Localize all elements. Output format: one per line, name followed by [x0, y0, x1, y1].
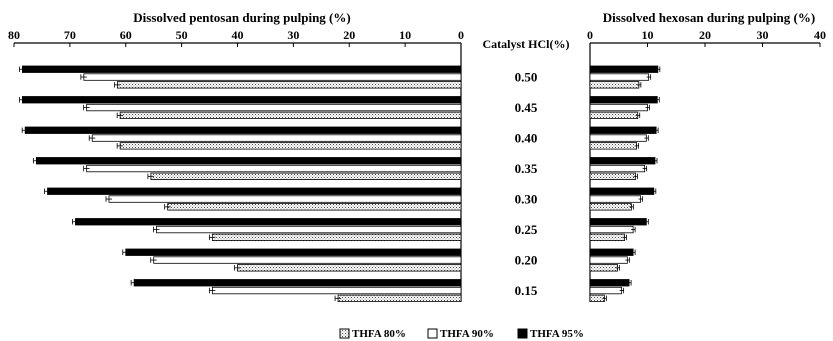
hexosan-bar — [589, 157, 656, 165]
hexosan-bar — [589, 187, 655, 195]
pentosan-chart: 80 70 60 50 40 30 20 10 0 — [8, 28, 464, 303]
hexosan-bar — [589, 65, 659, 73]
category-label: 0.15 — [515, 283, 538, 298]
pentosan-bar — [21, 96, 462, 104]
hexosan-tick-label: 10 — [642, 28, 654, 42]
pentosan-bar — [119, 111, 462, 119]
category-axis-label: Catalyst HCl(%) — [483, 37, 570, 51]
pentosan-bar — [237, 264, 462, 272]
hexosan-bar — [589, 81, 640, 89]
pentosan-bar — [211, 286, 462, 295]
pentosan-bar — [108, 195, 462, 203]
legend-swatch-thfa95 — [517, 328, 528, 339]
pentosan-bar — [167, 203, 462, 211]
pentosan-tick-label: 10 — [399, 28, 411, 42]
pentosan-tick-label: 50 — [176, 28, 188, 42]
hexosan-tick-label: 40 — [814, 28, 826, 42]
pentosan-bar — [119, 142, 462, 150]
pentosan-bar — [125, 248, 462, 256]
hexosan-bar — [589, 294, 605, 303]
hexosan-tick-label: 0 — [587, 28, 593, 42]
hexosan-bar — [589, 126, 657, 134]
pentosan-tick-label: 70 — [64, 28, 76, 42]
pentosan-bar — [86, 103, 462, 112]
pentosan-tick-label: 80 — [8, 28, 20, 42]
pentosan-tick-label: 60 — [120, 28, 132, 42]
hexosan-bar — [589, 164, 646, 173]
pentosan-bar — [86, 164, 462, 173]
hexosan-chart: 0 10 20 30 40 — [587, 28, 826, 303]
pentosan-tick-label: 20 — [343, 28, 355, 42]
hexosan-bar — [589, 225, 634, 234]
pentosan-tick-label: 0 — [458, 28, 464, 42]
pentosan-bar — [153, 256, 462, 264]
category-label: 0.20 — [515, 253, 538, 268]
legend-label-thfa90: THFA 90% — [440, 328, 494, 340]
hexosan-bar — [589, 233, 625, 242]
hexosan-bar — [589, 111, 639, 119]
legend-label-thfa95: THFA 95% — [530, 328, 584, 340]
pentosan-bar — [337, 294, 462, 303]
pentosan-tick-label: 40 — [232, 28, 244, 42]
hexosan-bar — [589, 248, 634, 256]
pentosan-bar — [156, 225, 462, 234]
legend-swatch-thfa90 — [427, 328, 438, 339]
hexosan-bar — [589, 142, 637, 150]
category-label: 0.30 — [515, 192, 538, 207]
hexosan-bar — [589, 218, 647, 226]
pentosan-bar — [75, 218, 462, 226]
hexosan-bar — [589, 264, 619, 272]
hexosan-bar — [589, 172, 636, 181]
hexosan-bar — [589, 103, 648, 112]
pentosan-bar — [150, 172, 462, 181]
category-label: 0.25 — [515, 222, 538, 237]
category-label: 0.35 — [515, 161, 538, 176]
pentosan-bar — [21, 65, 462, 73]
pentosan-bar — [211, 233, 462, 242]
pentosan-bar — [83, 73, 462, 81]
legend-label-thfa80: THFA 80% — [352, 328, 406, 340]
pentosan-bar — [91, 134, 462, 142]
category-label: 0.50 — [515, 70, 538, 85]
pentosan-bar — [35, 157, 462, 165]
hexosan-bar — [589, 286, 623, 295]
pentosan-bar — [116, 81, 462, 89]
pentosan-bar — [133, 279, 462, 287]
pentosan-tick-label: 30 — [287, 28, 299, 42]
legend-swatch-thfa80 — [339, 328, 350, 339]
hexosan-bar — [589, 279, 630, 287]
category-label: 0.45 — [515, 100, 538, 115]
pentosan-bar — [24, 126, 462, 134]
category-labels: 0.50 0.45 0.40 0.35 0.30 0.25 0.20 0.15 — [515, 70, 538, 299]
left-chart-title: Dissolved pentosan during pulping (%) — [133, 10, 350, 25]
hexosan-bar — [589, 134, 647, 142]
hexosan-bar — [589, 96, 658, 104]
legend: THFA 80% THFA 90% THFA 95% — [339, 328, 584, 340]
hexosan-bar — [589, 203, 632, 211]
category-label: 0.40 — [515, 131, 538, 146]
hexosan-bar — [589, 195, 641, 203]
hexosan-bar — [589, 73, 650, 81]
hexosan-bar — [589, 256, 628, 264]
hexosan-tick-label: 20 — [699, 28, 711, 42]
right-chart-title: Dissolved hexosan during pulping (%) — [603, 10, 815, 25]
pentosan-bar — [47, 187, 462, 195]
hexosan-tick-label: 30 — [757, 28, 769, 42]
